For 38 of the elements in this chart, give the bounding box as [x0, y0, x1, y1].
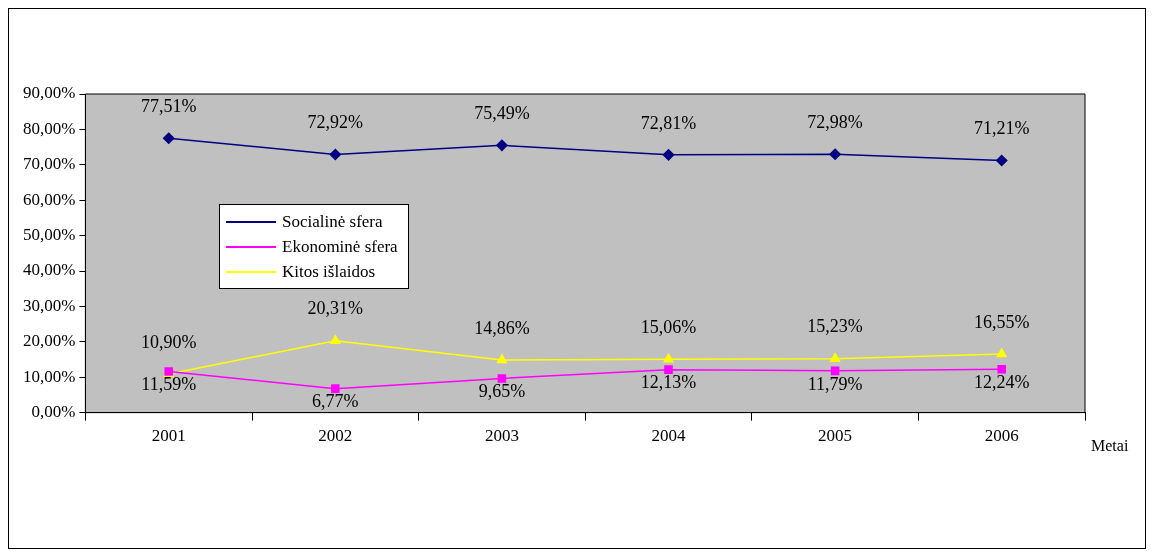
legend-label: Socialinė sfera — [282, 211, 383, 232]
y-tick-label: 70,00% — [22, 154, 76, 174]
x-tick-label: 2005 — [818, 426, 853, 446]
data-label: 15,23% — [807, 316, 863, 337]
legend-label: Kitos išlaidos — [282, 261, 376, 282]
y-tick-label: 60,00% — [22, 189, 76, 209]
x-axis-title: Metai — [1091, 436, 1129, 454]
data-label: 12,13% — [640, 372, 697, 393]
y-tick-label: 40,00% — [22, 260, 76, 280]
data-label: 71,21% — [973, 118, 1030, 139]
data-label: 72,81% — [640, 112, 697, 133]
data-label: 12,24% — [973, 372, 1030, 392]
x-tick-label: 2002 — [318, 426, 353, 446]
x-tick-label: 2006 — [984, 426, 1019, 446]
x-tick-label: 2004 — [651, 426, 686, 446]
data-label: 20,31% — [307, 298, 364, 319]
data-label: 75,49% — [474, 103, 530, 124]
y-tick-label: 10,00% — [22, 366, 76, 386]
data-label: 10,90% — [140, 331, 197, 352]
data-label: 77,51% — [140, 95, 197, 116]
data-label: 11,59% — [141, 374, 197, 395]
y-tick-label: 50,00% — [22, 225, 76, 245]
data-label: 16,55% — [973, 311, 1030, 332]
data-label: 72,98% — [807, 111, 863, 132]
data-label: 9,65% — [478, 381, 526, 402]
legend-label: Ekonominė sfera — [282, 236, 398, 257]
data-label: 14,86% — [474, 317, 530, 338]
y-tick-label: 0,00% — [31, 402, 76, 422]
y-tick-label: 90,00% — [22, 83, 76, 103]
data-label: 6,77% — [312, 391, 359, 412]
x-tick-label: 2001 — [151, 426, 186, 446]
data-label: 15,06% — [640, 317, 697, 338]
data-label: 11,79% — [807, 373, 863, 394]
y-tick-label: 30,00% — [22, 295, 76, 315]
x-tick-label: 2003 — [484, 426, 519, 446]
y-tick-label: 20,00% — [22, 331, 76, 351]
data-label: 72,92% — [307, 112, 364, 133]
y-tick-label: 80,00% — [22, 118, 76, 138]
